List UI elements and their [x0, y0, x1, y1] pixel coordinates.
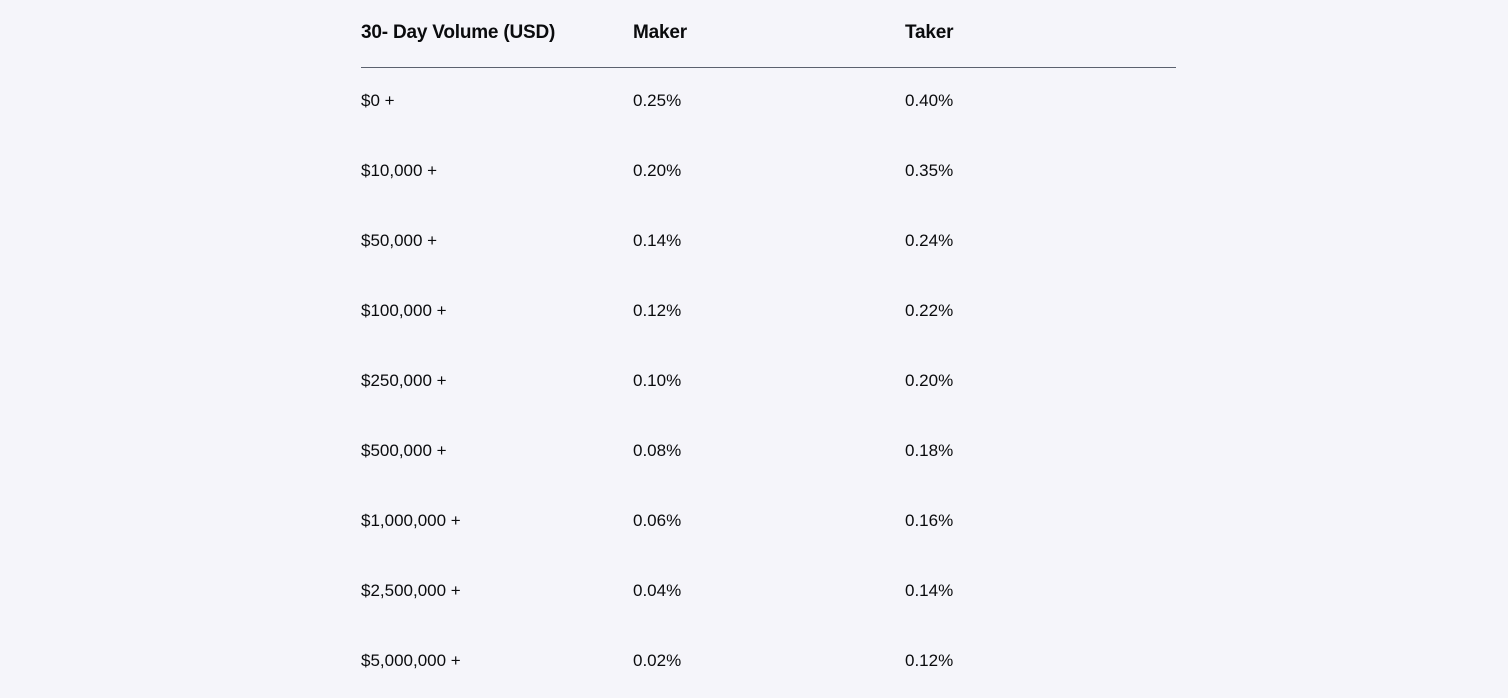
maker-fee-cell: 0.04%	[633, 581, 682, 600]
table-row: $5,000,000 + 0.02% 0.12%	[361, 628, 1176, 698]
taker-fee-cell: 0.22%	[905, 301, 954, 320]
table-row: $500,000 + 0.08% 0.18%	[361, 418, 1176, 488]
header-volume: 30- Day Volume (USD)	[361, 22, 556, 43]
volume-cell: $50,000 +	[361, 231, 438, 250]
taker-fee-cell: 0.20%	[905, 371, 954, 390]
table-row: $1,000,000 + 0.06% 0.16%	[361, 488, 1176, 558]
header-taker: Taker	[905, 22, 954, 43]
header-maker: Maker	[633, 22, 687, 43]
table-header: 30- Day Volume (USD) Maker Taker	[361, 0, 1176, 68]
maker-fee-cell: 0.14%	[633, 231, 682, 250]
taker-fee-cell: 0.12%	[905, 651, 954, 670]
volume-cell: $1,000,000 +	[361, 511, 461, 530]
maker-fee-cell: 0.25%	[633, 91, 682, 110]
table-row: $0 + 0.25% 0.40%	[361, 68, 1176, 138]
table-row: $2,500,000 + 0.04% 0.14%	[361, 558, 1176, 628]
volume-cell: $250,000 +	[361, 371, 447, 390]
volume-cell: $100,000 +	[361, 301, 447, 320]
maker-fee-cell: 0.08%	[633, 441, 682, 460]
table-row: $10,000 + 0.20% 0.35%	[361, 138, 1176, 208]
maker-fee-cell: 0.06%	[633, 511, 682, 530]
table-row: $100,000 + 0.12% 0.22%	[361, 278, 1176, 348]
volume-cell: $500,000 +	[361, 441, 447, 460]
maker-fee-cell: 0.10%	[633, 371, 682, 390]
table-row: $250,000 + 0.10% 0.20%	[361, 348, 1176, 418]
taker-fee-cell: 0.35%	[905, 161, 954, 180]
maker-fee-cell: 0.20%	[633, 161, 682, 180]
taker-fee-cell: 0.18%	[905, 441, 954, 460]
taker-fee-cell: 0.16%	[905, 511, 954, 530]
maker-fee-cell: 0.12%	[633, 301, 682, 320]
volume-cell: $0 +	[361, 91, 395, 110]
maker-fee-cell: 0.02%	[633, 651, 682, 670]
volume-cell: $2,500,000 +	[361, 581, 461, 600]
fee-table: 30- Day Volume (USD) Maker Taker $0 + 0.…	[361, 0, 1176, 698]
taker-fee-cell: 0.24%	[905, 231, 954, 250]
volume-cell: $5,000,000 +	[361, 651, 461, 670]
volume-cell: $10,000 +	[361, 161, 438, 180]
table-row: $50,000 + 0.14% 0.24%	[361, 208, 1176, 278]
taker-fee-cell: 0.40%	[905, 91, 954, 110]
taker-fee-cell: 0.14%	[905, 581, 954, 600]
